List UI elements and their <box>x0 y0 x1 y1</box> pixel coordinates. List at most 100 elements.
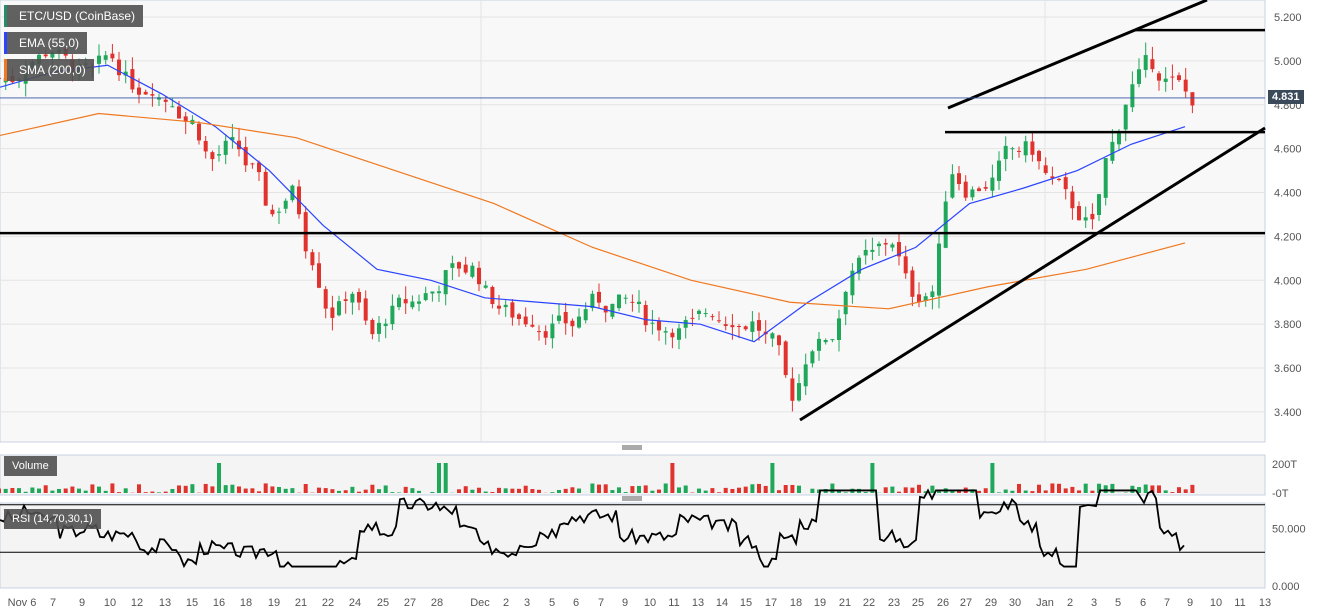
candle <box>390 305 395 325</box>
volume-bar <box>757 483 761 493</box>
volume-bar <box>1070 486 1075 493</box>
candle <box>710 316 715 318</box>
volume-bar <box>777 490 781 493</box>
y-tick-label: 3.400 <box>1274 407 1302 419</box>
candle <box>377 322 381 334</box>
x-tick-label: 25 <box>912 597 924 609</box>
candle <box>337 301 341 316</box>
volume-bar <box>1097 483 1101 493</box>
volume-bar <box>937 491 941 493</box>
candle <box>410 301 415 308</box>
volume-bar <box>483 491 488 493</box>
candle <box>237 140 241 150</box>
volume-bar <box>643 485 648 493</box>
x-tick-label: 19 <box>268 597 280 609</box>
volume-bar <box>1170 492 1175 493</box>
candle <box>263 171 268 206</box>
candle <box>950 174 955 198</box>
candle <box>403 299 408 304</box>
x-tick-label: 6 <box>573 597 579 609</box>
candle <box>277 211 281 213</box>
candle <box>557 315 561 321</box>
candle <box>1150 59 1155 70</box>
candle <box>923 296 928 301</box>
candle <box>883 243 888 245</box>
x-tick-label: 13 <box>159 597 171 609</box>
volume-bar <box>1030 491 1035 493</box>
last-price-badge: 4.831 <box>1268 90 1304 104</box>
sma-line <box>0 112 1186 310</box>
candle <box>677 328 681 340</box>
volume-bar <box>123 488 128 493</box>
volume-bar <box>257 491 261 493</box>
volume-bar <box>137 484 141 493</box>
candle <box>830 339 835 341</box>
x-tick-label: 23 <box>888 597 900 609</box>
candle <box>343 299 348 301</box>
candle <box>323 289 328 309</box>
volume-bar <box>410 488 415 493</box>
x-tick-label: 29 <box>985 597 997 609</box>
candle <box>517 314 521 319</box>
volume-bar <box>903 487 908 493</box>
volume-bar <box>1037 484 1041 493</box>
volume-bar <box>343 490 348 493</box>
volume-bar <box>550 492 555 493</box>
candle <box>617 294 621 309</box>
candle <box>197 123 201 141</box>
candle <box>310 252 315 266</box>
x-tick-label: 27 <box>960 597 972 609</box>
candle <box>1183 79 1188 92</box>
candle <box>97 55 101 64</box>
candle <box>1097 194 1101 215</box>
candle <box>803 364 808 387</box>
volume-bar <box>503 488 508 493</box>
volume-bar <box>203 483 208 493</box>
volume-bar <box>950 489 955 493</box>
y-tick-label: 4.000 <box>1274 275 1302 287</box>
ema-label[interactable]: EMA (55,0) <box>4 32 88 54</box>
candle <box>383 323 388 327</box>
candle <box>703 313 708 315</box>
volume-bar <box>57 488 61 493</box>
x-tick-label: Jan <box>1036 597 1054 609</box>
volume-bar <box>663 483 668 493</box>
candle <box>303 212 308 252</box>
candle <box>1170 76 1175 78</box>
volume-bar <box>497 487 501 493</box>
candle <box>450 263 455 268</box>
volume-bar <box>263 483 268 493</box>
candle <box>603 305 608 313</box>
volume-bar <box>290 488 295 493</box>
y-tick-label: 4.400 <box>1274 188 1302 200</box>
volume-bar <box>243 488 248 493</box>
candle <box>1143 55 1148 70</box>
volume-bar <box>683 485 688 493</box>
volume-bar <box>350 486 355 493</box>
volume-bar <box>463 486 468 493</box>
volume-bar <box>530 489 535 493</box>
candle <box>183 116 188 122</box>
candle <box>870 249 875 252</box>
candle <box>663 331 668 333</box>
candle <box>157 97 161 100</box>
candle <box>530 324 535 327</box>
candle <box>243 147 248 166</box>
price-pane <box>0 0 1266 443</box>
candle <box>43 54 48 57</box>
volume-bar <box>3 488 8 493</box>
volume-bar <box>277 487 281 493</box>
candle <box>1163 78 1168 82</box>
volume-bar <box>750 484 755 493</box>
volume-bar <box>917 484 921 493</box>
candle <box>203 140 208 152</box>
candle <box>577 316 581 328</box>
candle <box>723 324 728 327</box>
candle <box>457 262 461 269</box>
candle <box>670 332 675 338</box>
sma-label[interactable]: SMA (200,0) <box>4 59 94 81</box>
candle <box>843 291 848 315</box>
x-tick-label: 27 <box>404 597 416 609</box>
volume-tick: -0T <box>1272 488 1289 500</box>
